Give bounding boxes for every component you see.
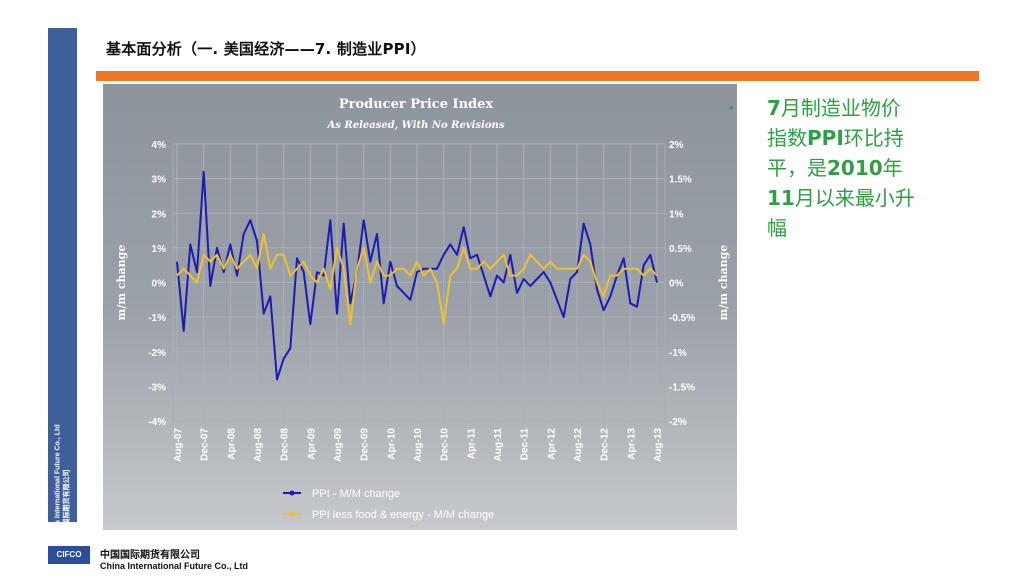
x-tick-label: Aug-13 [653,428,664,462]
commentary-text: 7月制造业物价指数PPI环比持平，是2010年11月以来最小升幅 [767,96,915,240]
bullet-marker: • [729,100,734,115]
legend-marker [289,490,295,496]
x-tick-label: Dec-09 [360,428,371,461]
y-left-tick-label: -2% [148,348,166,359]
chart-subtitle: As Released, With No Revisions [327,120,505,131]
page-title: 基本面分析（一. 美国经济——7. 制造业PPI） [106,40,426,58]
x-tick-label: Apr-13 [626,428,637,460]
x-tick-label: Apr-08 [226,428,237,460]
legend-marker [289,511,295,517]
x-tick-label: Apr-12 [546,428,557,460]
y-left-tick-label: 2% [152,209,167,220]
x-tick-label: Dec-07 [200,428,211,461]
y-left-tick-label: -1% [148,313,166,324]
y-right-axis-label: m/m change [717,245,730,321]
x-tick-label: Aug-07 [173,428,184,462]
y-right-tick-label: -2% [669,417,687,428]
y-left-tick-label: -3% [148,382,166,393]
footer-company-cn: 中国国际期货有限公司 [100,550,200,561]
x-tick-label: Apr-11 [466,428,477,460]
x-tick-label: Aug-12 [573,428,584,462]
cifco-logo: CIFCO [48,546,90,564]
y-right-tick-label: 1.5% [669,175,692,186]
y-left-tick-label: 1% [152,244,167,255]
title-underline-bar [96,71,979,81]
x-tick-label: Aug-09 [333,428,344,462]
y-right-tick-label: 0% [669,279,684,290]
x-tick-label: Aug-11 [493,428,504,462]
y-left-tick-label: 4% [152,140,167,151]
y-right-tick-label: -1.5% [669,382,695,393]
x-tick-label: Aug-08 [253,428,264,462]
sidebar-company-text: China International Future Co., Ltd 中国国际… [54,375,72,540]
legend-label: PPI - M/M change [312,488,400,500]
y-right-tick-label: 2% [669,140,684,151]
chart-title: Producer Price Index [339,97,494,112]
series-line-core-ppi [176,233,658,326]
x-tick-label: Aug-10 [413,428,424,462]
y-left-axis-label: m/m change [115,245,128,321]
y-right-tick-label: 0.5% [669,244,692,255]
footer-company-en: China International Future Co., Ltd [100,561,248,571]
x-tick-label: Apr-09 [306,428,317,460]
y-left-tick-label: 0% [152,279,167,290]
sidebar-company-cn: 中国国际期货有限公司 [63,469,71,540]
y-left-tick-label: -4% [148,417,166,428]
x-tick-label: Dec-10 [440,428,451,461]
legend-label: PPI less food & energy - M/M change [312,509,494,521]
x-tick-label: Dec-11 [520,428,531,461]
x-tick-label: Apr-10 [386,428,397,460]
ppi-chart: Producer Price Index As Released, With No… [103,84,737,530]
x-tick-label: Dec-12 [600,428,611,461]
series-line-ppi [176,170,658,381]
y-right-tick-label: 1% [669,209,684,220]
x-tick-label: Dec-08 [280,428,291,461]
ppi-chart-svg: Producer Price Index As Released, With No… [115,97,730,521]
sidebar-band: China International Future Co., Ltd 中国国际… [48,28,77,540]
y-right-tick-label: -1% [669,348,687,359]
sidebar-company-en: China International Future Co., Ltd [54,424,62,540]
y-right-tick-label: -0.5% [669,313,695,324]
y-left-tick-label: 3% [152,175,167,186]
